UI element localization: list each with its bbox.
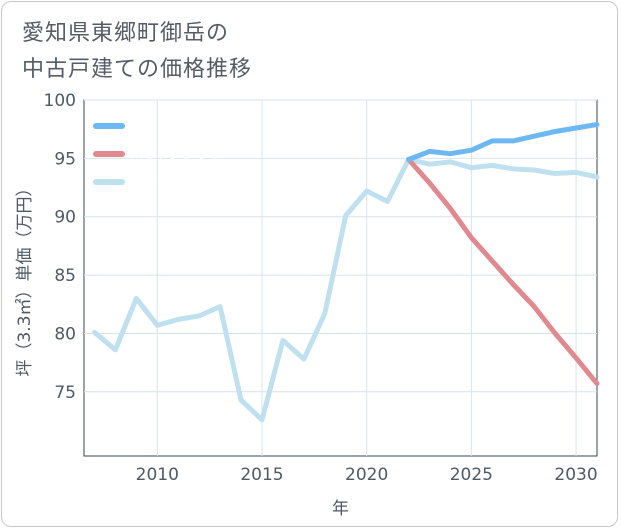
x-tick-label: 2025 (450, 465, 493, 485)
y-tick-label: 95 (54, 149, 76, 169)
x-tick-label: 2015 (240, 465, 283, 485)
chart-title: 愛知県東郷町御岳の 中古戸建ての価格推移 (22, 16, 252, 88)
grid-lines (84, 99, 597, 456)
series-line-normal (92, 157, 600, 423)
series-line-good (406, 122, 600, 162)
y-tick-label: 75 (54, 383, 76, 403)
legend-label: ノーマルシナリオ (130, 176, 234, 191)
y-tick-label: 100 (44, 91, 76, 111)
y-tick-label: 90 (54, 208, 76, 228)
chart-title-line2: 中古戸建ての価格推移 (22, 57, 253, 82)
plot-area (83, 99, 598, 457)
y-tick-label: 85 (54, 266, 76, 286)
legend-label: バッドシナリオ (130, 148, 221, 163)
series-line-bad (406, 157, 600, 387)
y-axis-title: 坪（3.3㎡）単価（万円） (15, 179, 35, 376)
x-tick-label: 2010 (136, 465, 179, 485)
y-tick-label: 80 (54, 324, 76, 344)
x-tick-label: 2030 (554, 465, 597, 485)
x-axis-title: 年 (332, 499, 349, 519)
chart-title-line1: 愛知県東郷町御岳の (22, 21, 230, 46)
axis-ticks: 2010 2015 2020 2025 2030 75 80 85 90 95 100 (44, 91, 598, 485)
legend-label: グッドシナリオ (130, 120, 221, 135)
x-tick-label: 2020 (345, 465, 388, 485)
series-layer (92, 122, 600, 423)
